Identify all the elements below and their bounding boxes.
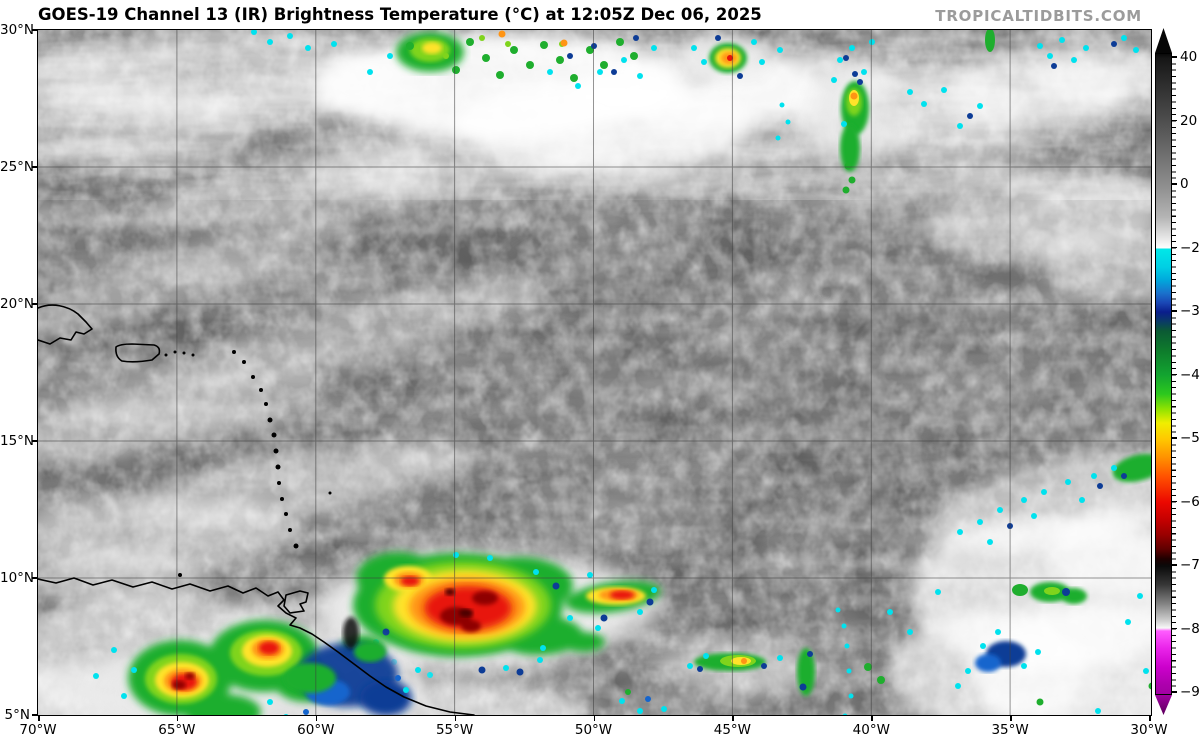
convection-orange-spot xyxy=(686,35,783,79)
lat-label-5n: 5°N xyxy=(0,707,38,723)
colorbar-label: −90 xyxy=(1172,684,1200,700)
colorbar-arrow-down xyxy=(1155,695,1172,715)
lon-label-35w: 35°W xyxy=(980,715,1040,738)
convection-main-cluster xyxy=(320,548,663,678)
lon-label-55w: 55°W xyxy=(425,715,485,738)
lat-label-10n: 10°N xyxy=(0,570,38,586)
lon-label-60w: 60°W xyxy=(286,715,346,738)
colorbar-label: −40 xyxy=(1172,367,1200,383)
lat-label-25n: 25°N xyxy=(0,159,38,175)
convection-vertical-streak xyxy=(775,39,895,194)
lon-label-40w: 40°W xyxy=(841,715,901,738)
satellite-map xyxy=(37,29,1152,716)
gridlines xyxy=(38,30,1151,715)
island-dots xyxy=(164,350,332,577)
convection-right-trail xyxy=(957,453,1151,545)
colorbar-label: −60 xyxy=(1172,494,1200,510)
lon-label-65w: 65°W xyxy=(147,715,207,738)
lon-label-45w: 45°W xyxy=(702,715,762,738)
lon-label-30w: 30°W xyxy=(1119,715,1179,738)
colorbar-label: 20 xyxy=(1172,113,1200,129)
convection-sw-cluster xyxy=(88,617,423,715)
tropicaltidbits-watermark: TROPICALTIDBITS.COM xyxy=(935,7,1142,25)
colorbar-label: −80 xyxy=(1172,621,1200,637)
colorbar-arrow-up xyxy=(1155,28,1172,53)
colorbar-label: 40 xyxy=(1172,49,1200,65)
satellite-image xyxy=(38,30,1151,715)
colorbar-label: −70 xyxy=(1172,557,1200,573)
convection-bottomcenter-line xyxy=(619,607,885,715)
lat-label-20n: 20°N xyxy=(0,296,38,312)
colorbar-label: −20 xyxy=(1172,240,1200,256)
colorbar-label: 0 xyxy=(1172,176,1200,192)
colorbar-label: −30 xyxy=(1172,303,1200,319)
lon-label-50w: 50°W xyxy=(564,715,624,738)
lat-label-30n: 30°N xyxy=(0,22,38,38)
lat-label-15n: 15°N xyxy=(0,433,38,449)
convection-bottomright-cluster xyxy=(887,582,1151,714)
convection-topright-specks xyxy=(907,30,1139,129)
colorbar-label: −50 xyxy=(1172,430,1200,446)
page-title: GOES-19 Channel 13 (IR) Brightness Tempe… xyxy=(38,5,762,24)
lon-label-70w: 70°W xyxy=(8,715,68,738)
colorbar-scale xyxy=(1155,53,1172,695)
coastlines xyxy=(38,304,475,715)
convection-top-band xyxy=(251,30,657,89)
